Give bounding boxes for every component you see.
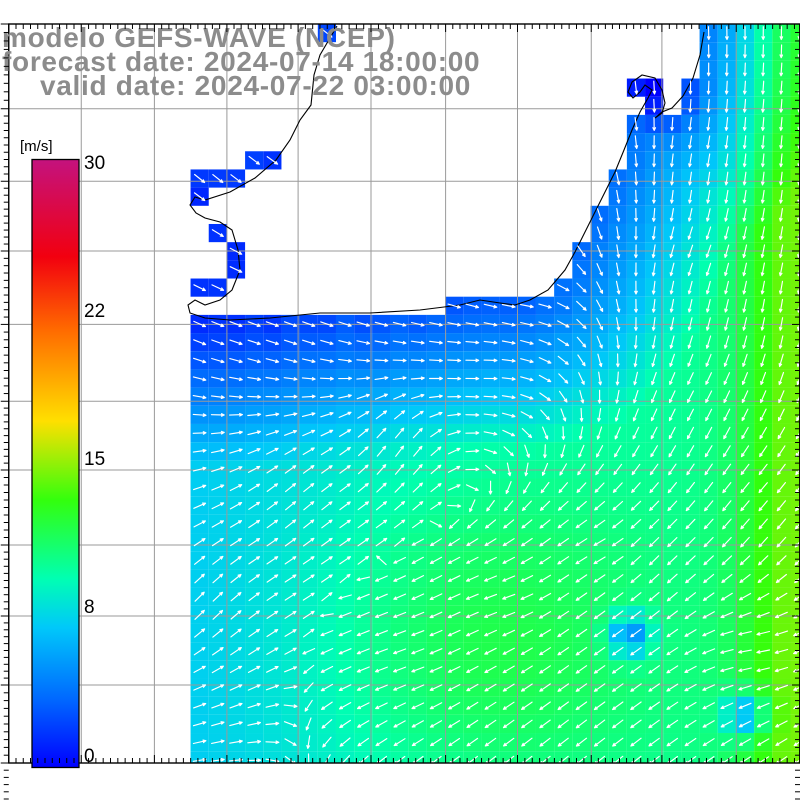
svg-text:30: 30 (84, 153, 105, 174)
svg-text:22: 22 (84, 301, 105, 322)
svg-text:valid date: 2024-07-22 03:00:0: valid date: 2024-07-22 03:00:00 (40, 70, 471, 101)
svg-text:0: 0 (84, 746, 95, 767)
svg-text:8: 8 (84, 597, 95, 618)
svg-text:[m/s]: [m/s] (20, 138, 53, 155)
svg-text:15: 15 (84, 449, 105, 470)
